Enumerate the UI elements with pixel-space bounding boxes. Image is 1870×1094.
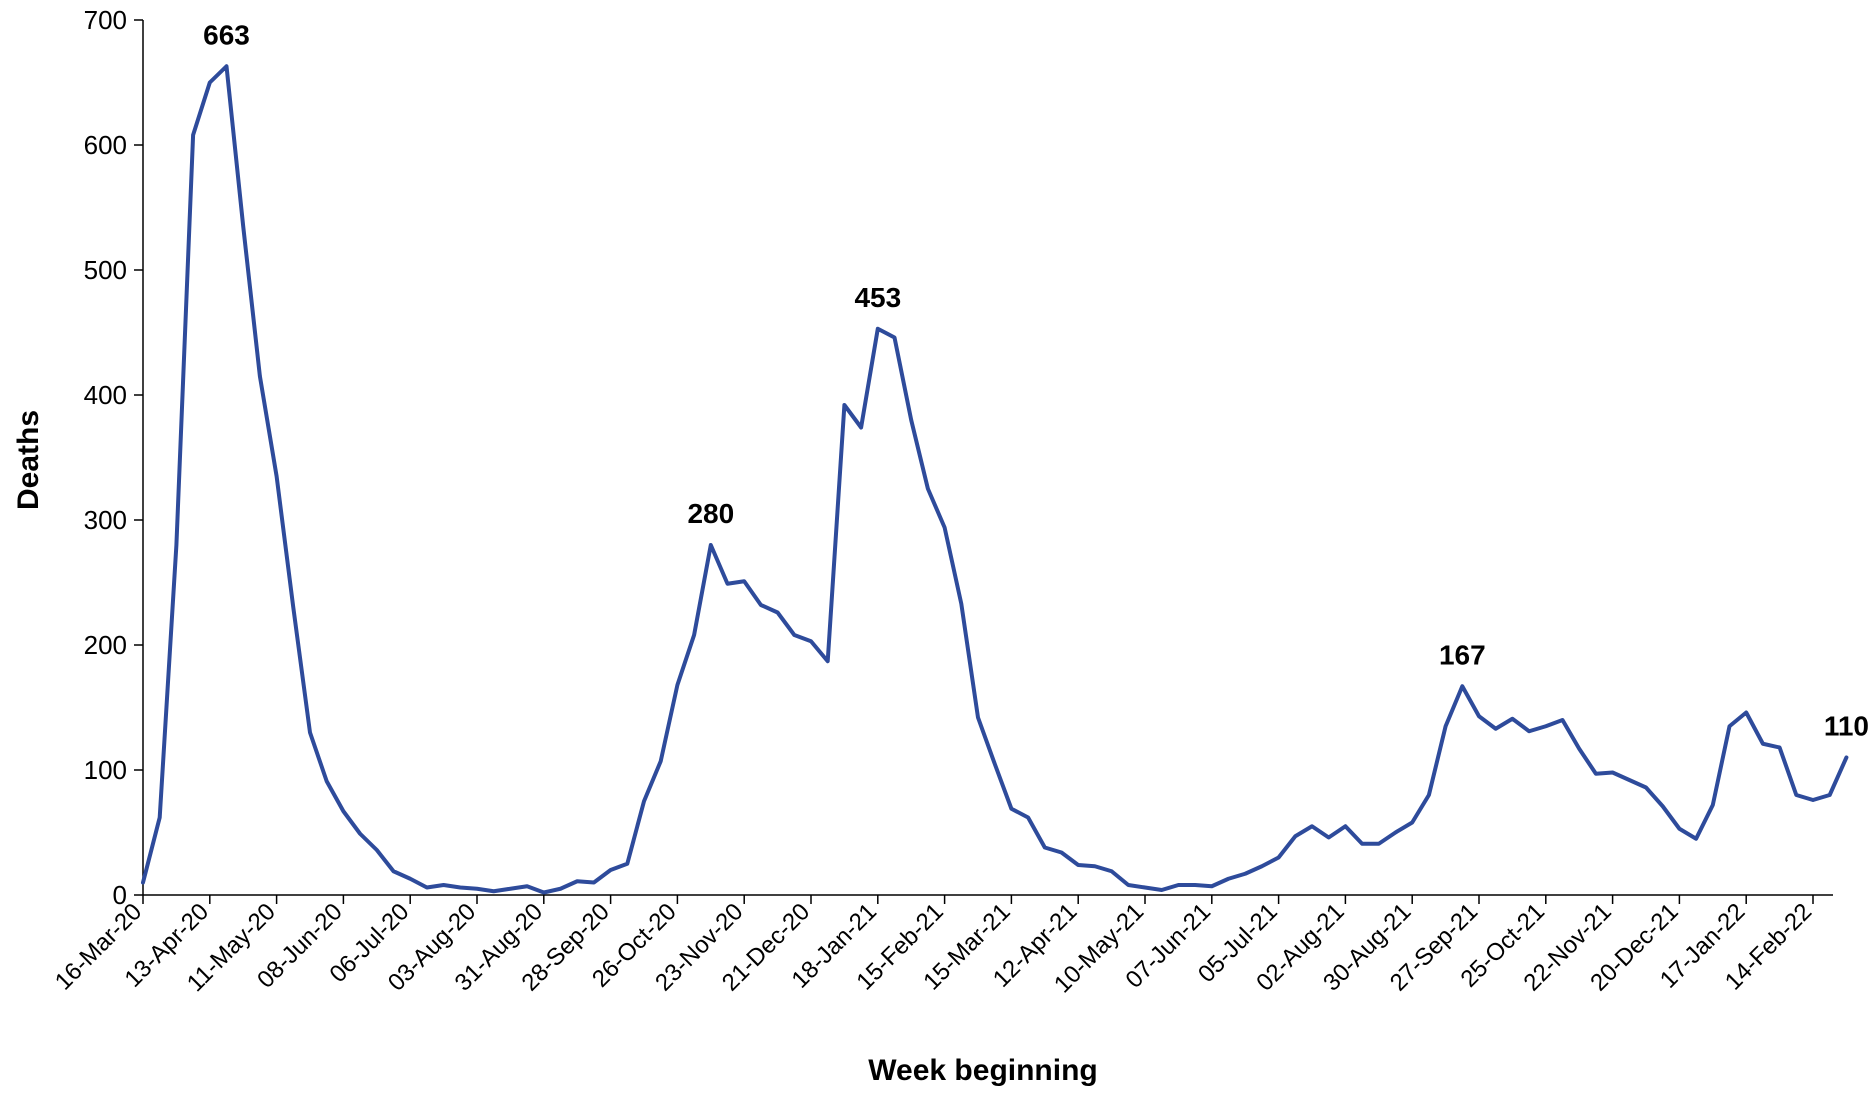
y-axis: 0 100 200 300 400 500 600 700 xyxy=(84,5,144,910)
peak-data-label: 663 xyxy=(203,19,250,50)
x-axis-title: Week beginning xyxy=(868,1054,1097,1087)
y-tick-label: 300 xyxy=(84,505,127,535)
y-axis-title: Deaths xyxy=(12,410,45,510)
series-layer xyxy=(141,64,1849,895)
y-tick-label: 100 xyxy=(84,755,127,785)
y-tick-label: 200 xyxy=(84,630,127,660)
y-tick-label: 600 xyxy=(84,130,127,160)
deaths-series-line xyxy=(141,64,1849,895)
y-tick-label: 400 xyxy=(84,380,127,410)
x-axis: 16-Mar-2013-Apr-2011-May-2008-Jun-2006-J… xyxy=(50,894,1833,998)
y-tick-label: 0 xyxy=(113,880,127,910)
peak-data-label: 453 xyxy=(854,282,901,313)
peak-data-label: 280 xyxy=(687,498,734,529)
peak-data-label: 110 xyxy=(1824,711,1869,742)
y-tick-label: 700 xyxy=(84,5,127,35)
annotation-layer: 663 280 453 167 110 xyxy=(203,19,1869,741)
y-tick-label: 500 xyxy=(84,255,127,285)
peak-data-label: 167 xyxy=(1439,639,1486,670)
